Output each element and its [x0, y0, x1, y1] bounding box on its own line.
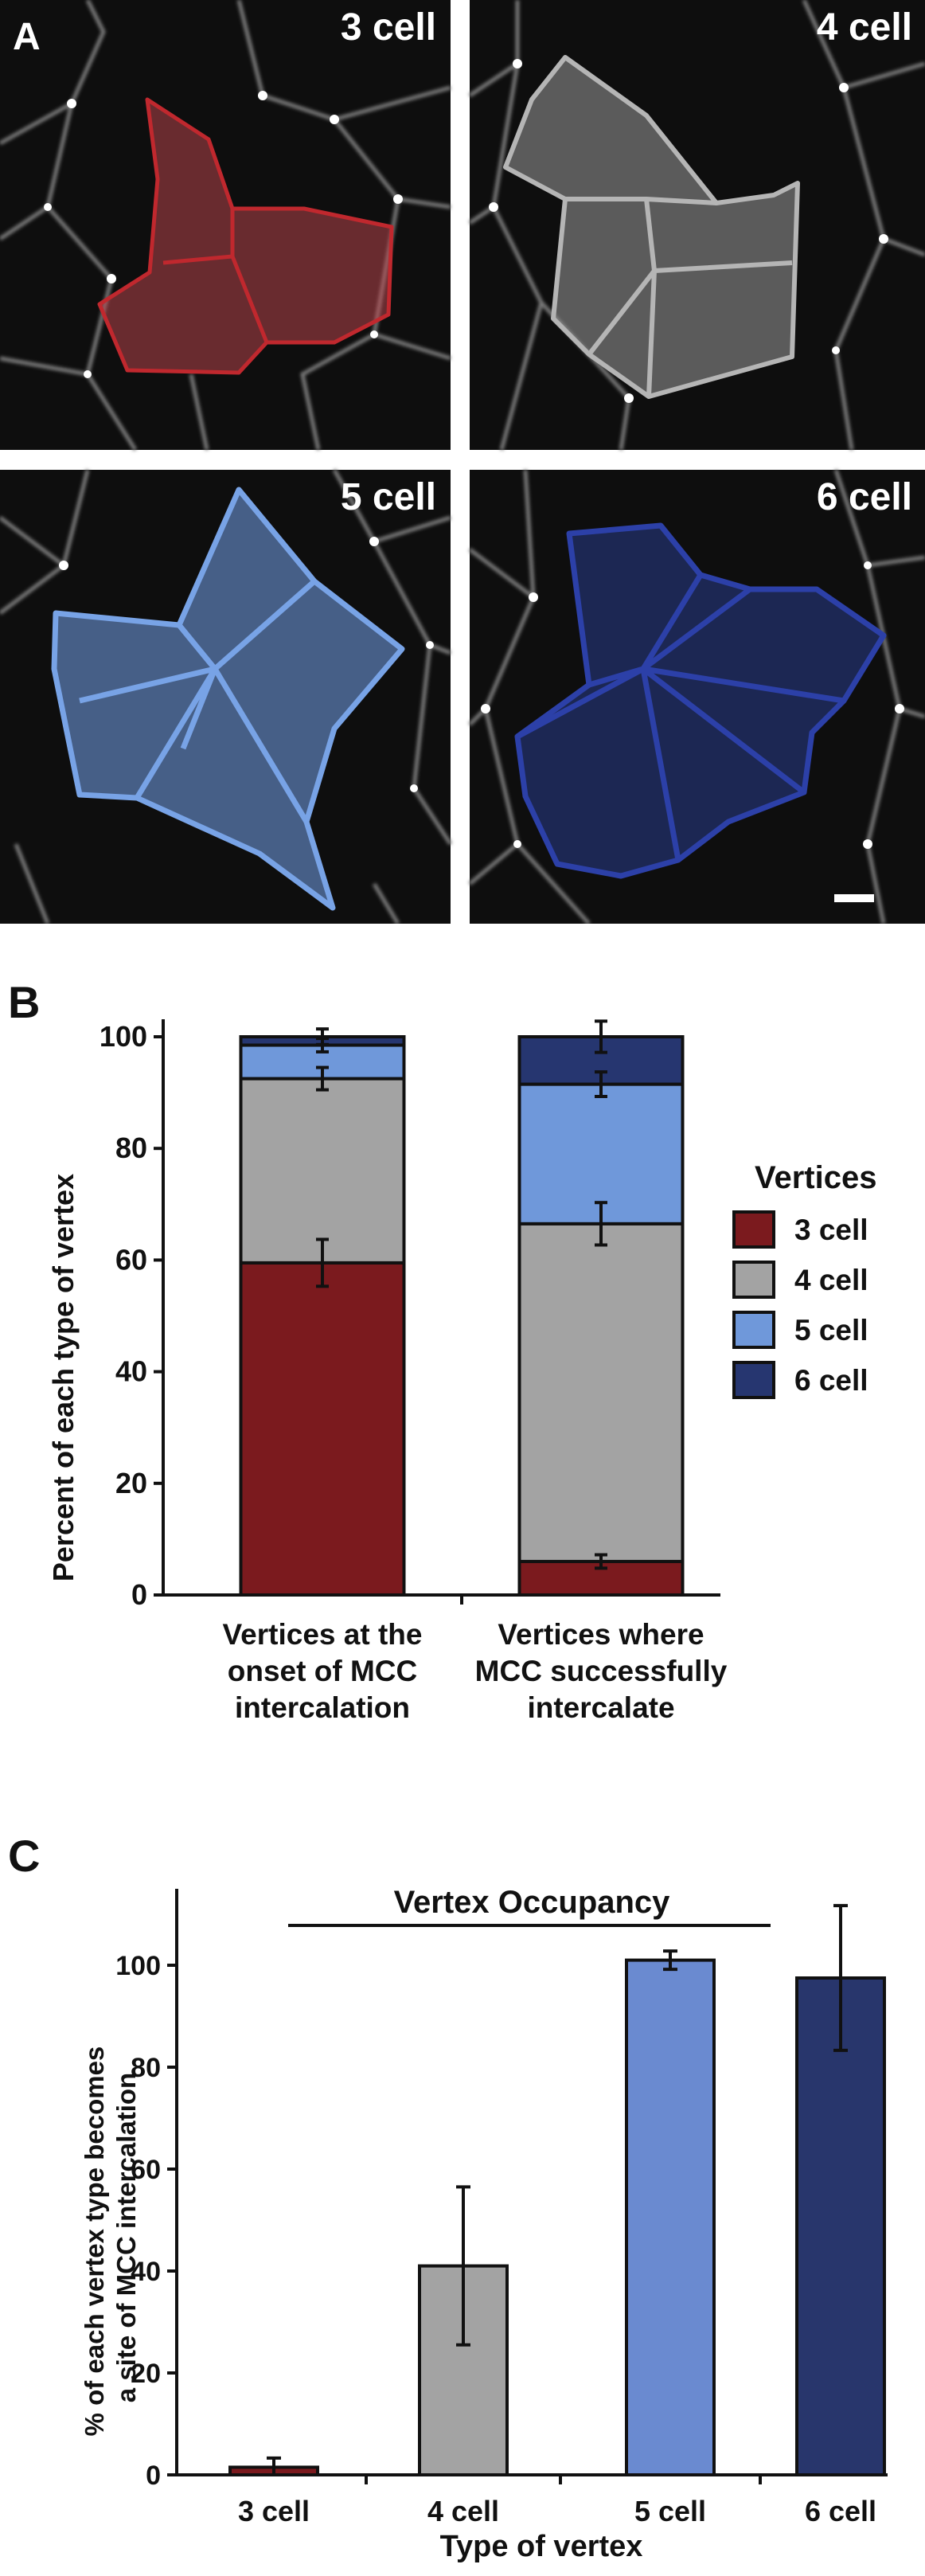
stacked-bar-chart: B Percent of each type of vertex 0 20 40 60…	[8, 977, 876, 1724]
legend-label: 3 cell	[794, 1214, 868, 1246]
x-tick-label: Vertices where	[498, 1618, 704, 1651]
y-tick-label: 100	[100, 1020, 147, 1053]
x-tick-label: 3 cell	[238, 2495, 310, 2527]
scale-bar	[834, 894, 874, 902]
legend-swatch	[732, 1361, 775, 1399]
y-tick-label: 20	[131, 2359, 161, 2389]
y-axis-label: Percent of each type of vertex	[47, 1174, 80, 1581]
micrograph-4-cell: 4 cell	[468, 0, 925, 451]
highlighted-cells-3	[97, 97, 394, 375]
y-axis-label-line: a site of MCC intercalation	[111, 2073, 141, 2402]
x-tick-label: intercalation	[235, 1691, 410, 1724]
x-axis-label: Type of vertex	[440, 2530, 643, 2563]
bar-segment	[517, 1082, 685, 1225]
micrograph-panel: 3 cell A 4 cell	[0, 0, 925, 924]
bar-segment	[239, 1077, 406, 1265]
y-tick-label: 80	[131, 2053, 161, 2083]
micrograph-title: 4 cell	[817, 6, 912, 49]
y-tick-label: 100	[115, 1951, 161, 1981]
y-tick-label: 20	[115, 1467, 147, 1499]
y-tick-label: 40	[115, 1355, 147, 1388]
micrograph-5-cell: 5 cell	[0, 468, 453, 924]
y-tick-label: 60	[131, 2155, 161, 2185]
panel-label-a: A	[13, 16, 41, 58]
y-tick-label: 0	[146, 2461, 161, 2491]
bar-segment	[239, 1261, 406, 1597]
y-tick-label: 80	[115, 1132, 147, 1164]
legend-label: 4 cell	[794, 1264, 868, 1296]
legend-label: 6 cell	[794, 1364, 868, 1397]
y-axis-label-line: % of each vertex type becomes	[80, 2046, 109, 2437]
legend-swatch	[732, 1261, 775, 1299]
legend-swatch	[732, 1210, 775, 1249]
y-axis-label: % of each vertex type becomes a site of …	[80, 2039, 141, 2437]
micrograph-title: 5 cell	[341, 476, 436, 518]
legend-title: Vertices	[755, 1160, 876, 1195]
micrograph-6-cell: 6 cell	[468, 469, 925, 924]
y-tick-label: 0	[131, 1578, 147, 1611]
x-tick-label: 6 cell	[805, 2495, 876, 2527]
y-tick-label: 40	[131, 2257, 161, 2287]
panel-label-b: B	[8, 977, 40, 1027]
legend: 3 cell 4 cell 5 cell 6 cell	[732, 1210, 868, 1399]
x-tick-label: MCC successfully	[475, 1655, 728, 1687]
bar-segment	[517, 1222, 685, 1563]
y-tick-label: 60	[115, 1243, 147, 1276]
legend-label: 5 cell	[794, 1314, 868, 1347]
micrograph-title: 3 cell	[341, 6, 436, 49]
panel-label-c: C	[8, 1831, 40, 1881]
bar-chart: C % of each vertex type becomes a site o…	[8, 1831, 888, 2563]
x-tick-label: 4 cell	[427, 2495, 499, 2527]
micrograph-title: 6 cell	[817, 476, 912, 518]
x-tick-label: onset of MCC	[228, 1655, 417, 1687]
x-tick-label: Vertices at the	[223, 1618, 423, 1651]
bar	[625, 1958, 716, 2477]
x-tick-label: 5 cell	[634, 2495, 706, 2527]
annotation-vertex-occupancy: Vertex Occupancy	[394, 1885, 671, 1920]
legend-swatch	[732, 1311, 775, 1349]
x-tick-label: intercalate	[527, 1691, 674, 1724]
micrograph-3-cell: 3 cell A	[0, 0, 451, 451]
bar	[795, 1976, 886, 2476]
